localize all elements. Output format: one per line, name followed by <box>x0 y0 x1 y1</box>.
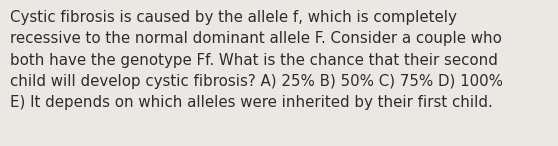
Text: Cystic fibrosis is caused by the allele f, which is completely
recessive to the : Cystic fibrosis is caused by the allele … <box>10 10 503 110</box>
